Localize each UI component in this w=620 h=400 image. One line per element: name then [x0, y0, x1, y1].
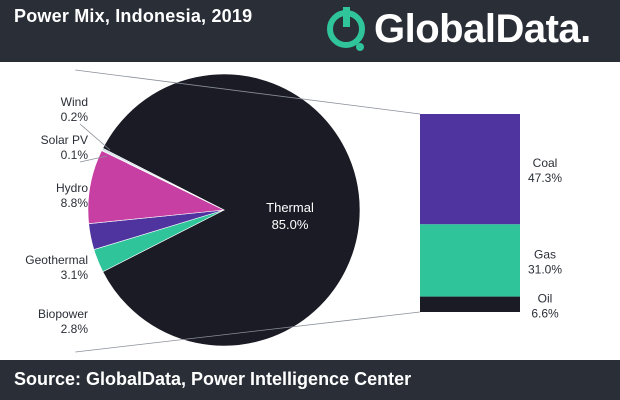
footer-bar: Source: GlobalData, Power Intelligence C… — [0, 360, 620, 400]
slice-value-geothermal: 3.1% — [61, 268, 89, 282]
globaldata-logo: GlobalData. — [326, 4, 616, 54]
bar-value-gas: 31.0% — [528, 262, 562, 276]
bar-segment-coal — [420, 114, 520, 225]
chart-title: Power Mix, Indonesia, 2019 — [14, 6, 253, 26]
bar-segment-oil — [420, 296, 520, 312]
pie-slice-wind — [101, 147, 225, 211]
globaldata-logo-icon — [327, 7, 365, 51]
slice-value-biopower: 2.8% — [61, 322, 89, 336]
bar-segment-gas — [420, 224, 520, 297]
bar-label-coal: Coal — [533, 156, 558, 170]
slice-value-solar-pv: 0.1% — [61, 148, 89, 162]
slice-label-hydro: Hydro — [56, 181, 88, 195]
bar-label-oil: Oil — [538, 291, 553, 305]
leader-line-wind — [79, 123, 111, 151]
bar-label-gas: Gas — [534, 247, 556, 261]
bar-value-oil: 6.6% — [531, 306, 559, 320]
slice-label-geothermal: Geothermal — [25, 253, 88, 267]
header-bar: Power Mix, Indonesia, 2019 GlobalData. — [0, 0, 620, 62]
slice-label-solar-pv: Solar PV — [41, 133, 88, 147]
logo-text: GlobalData. — [374, 7, 591, 51]
slice-value-hydro: 8.8% — [61, 196, 89, 210]
source-note: Source: GlobalData, Power Intelligence C… — [14, 369, 412, 389]
slice-label-biopower: Biopower — [38, 307, 88, 321]
thermal-label: Thermal — [266, 200, 314, 215]
slice-label-wind: Wind — [61, 95, 88, 109]
thermal-value-label: 85.0% — [272, 217, 309, 232]
slice-value-wind: 0.2% — [61, 110, 89, 124]
connector-line-bottom — [75, 311, 421, 353]
connector-line-top — [75, 69, 421, 115]
leader-line-solar-pv — [79, 155, 108, 163]
bar-value-coal: 47.3% — [528, 171, 562, 185]
